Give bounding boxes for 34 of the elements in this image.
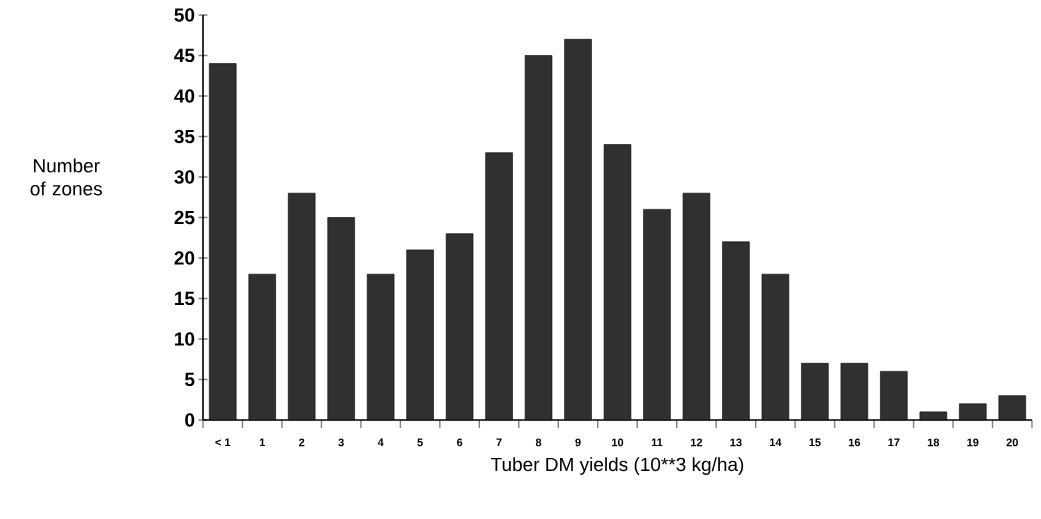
y-tick-label: 5 xyxy=(184,372,195,387)
x-tick-label: 1 xyxy=(259,438,265,447)
x-tick-label: 11 xyxy=(651,438,663,447)
x-tick-label: 19 xyxy=(967,438,979,447)
x-tick-label: 8 xyxy=(535,438,542,447)
x-tick-label: 9 xyxy=(575,438,581,447)
y-tick-label: 30 xyxy=(174,170,195,184)
y-tick-label: 50 xyxy=(174,8,195,22)
y-tick-label: 40 xyxy=(174,89,195,103)
y-tick-label: 25 xyxy=(174,210,195,225)
x-tick-label: < 1 xyxy=(215,438,231,447)
y-tick-label: 45 xyxy=(174,48,195,63)
x-tick-label: 13 xyxy=(730,438,742,447)
y-tick-label: 20 xyxy=(174,251,195,265)
y-tick-label: 35 xyxy=(174,129,195,144)
x-tick-label: 4 xyxy=(377,438,384,447)
x-tick-label: 15 xyxy=(809,438,821,447)
x-tick-label: 10 xyxy=(612,438,624,447)
x-tick-label: 6 xyxy=(456,438,463,447)
x-tick-label: 3 xyxy=(338,438,344,447)
x-tick-label: 20 xyxy=(1006,438,1018,447)
y-tick-label: 0 xyxy=(185,413,195,427)
y-tick-label: 15 xyxy=(175,291,195,306)
x-axis-title: Tuber DM yields (10**3 kg/ha) xyxy=(491,457,744,475)
y-axis-title: Number of zones xyxy=(30,158,102,196)
x-tick-label: 7 xyxy=(496,438,502,447)
y-tick-label: 10 xyxy=(175,332,195,346)
x-tick-label: 5 xyxy=(417,438,423,447)
x-tick-label: 12 xyxy=(691,438,703,447)
x-tick-label: 17 xyxy=(888,438,900,447)
x-tick-label: 18 xyxy=(927,438,940,447)
x-tick-label: 14 xyxy=(769,438,782,447)
x-tick-label: 2 xyxy=(299,438,305,447)
x-tick-label: 16 xyxy=(848,438,861,447)
